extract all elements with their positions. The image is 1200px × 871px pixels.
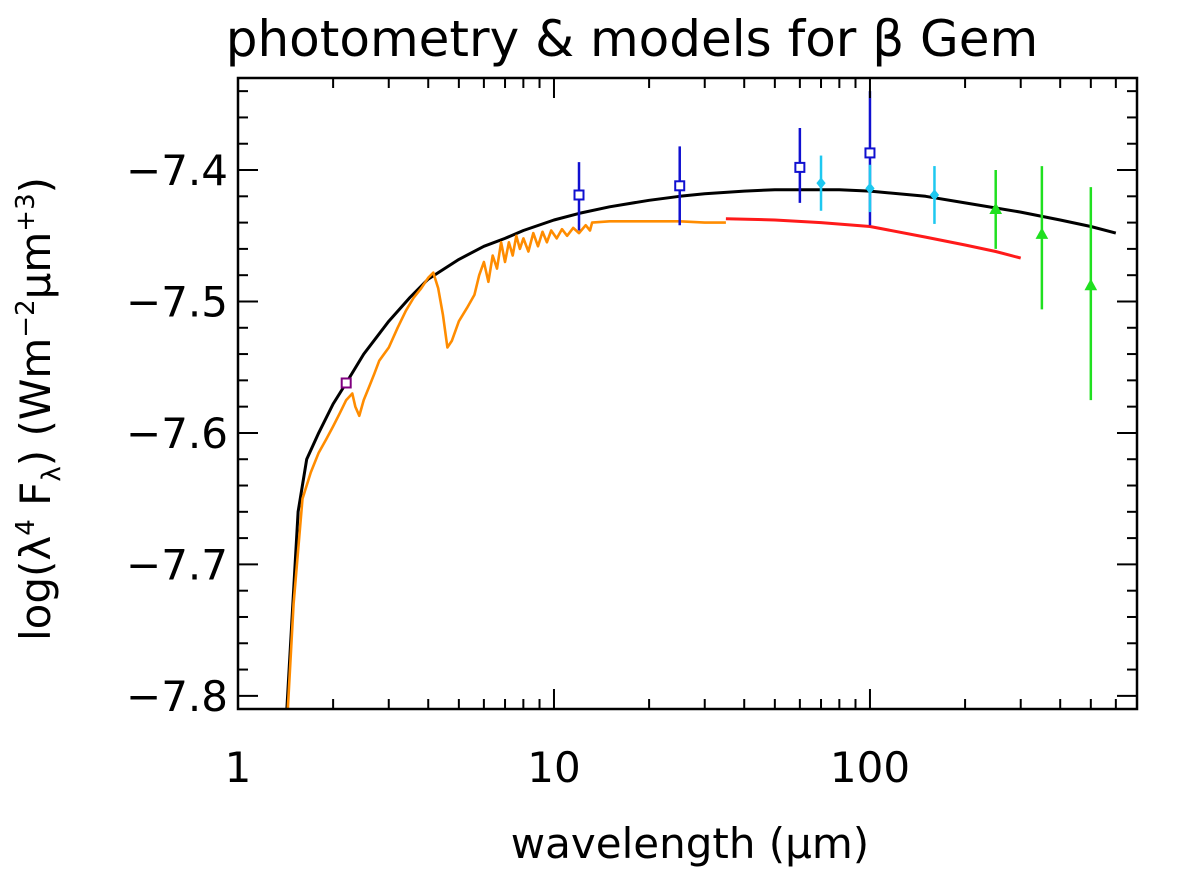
y-axis-ticks: −7.4 −7.5 −7.6 −7.7 −7.8 [126,90,1137,721]
data-point-photometry_blue [794,161,806,173]
y-axis-label-part: ) (Wm [11,338,60,467]
series-line-spectrum [286,220,726,709]
data-point-photometry_blue [864,147,876,159]
series-line-model_total [285,188,1117,709]
y-axis-label-part: +3 [11,193,41,231]
y-axis-label-part: ) [11,177,60,193]
x-axis-label: wavelength (μm) [511,819,869,868]
y-axis-label-part: 4 [11,519,41,536]
y-axis-label-part: λ [37,466,67,481]
data-point-photometry_green [989,202,1003,214]
series-line-model_star [725,217,1022,260]
x-tick-label: 10 [527,743,580,792]
y-tick-label: −7.4 [126,146,228,195]
x-axis-ticks: 1 10 100 [225,78,1138,792]
data-point-photometry_blue [674,180,686,192]
data-point-photometry_k [340,377,352,389]
y-tick-label: −7.8 [126,672,228,721]
data-point-photometry_cyan [929,189,940,201]
y-axis-label-part: μm [11,232,60,300]
data-point-photometry_cyan [865,182,875,195]
x-tick-label: 1 [225,743,252,792]
data-point-photometry_green [1035,227,1049,239]
y-tick-label: −7.7 [126,540,228,589]
plot-frame [236,76,1139,711]
y-axis-label-part: F [11,482,60,520]
data-point-photometry_cyan [816,177,826,189]
axes-frame [236,76,1139,711]
plot-area [285,91,1117,709]
y-tick-label: −7.5 [126,277,228,326]
y-axis-label-part: −2 [11,299,41,337]
data-point-photometry_green [1084,278,1098,291]
x-tick-label: 100 [830,743,910,792]
y-axis-label: log(λ4 Fλ) (Wm−2μm+3) [11,177,67,641]
y-tick-label: −7.6 [126,409,228,458]
data-point-photometry_blue [573,189,585,201]
chart-title: photometry & models for β Gem [226,10,1039,68]
y-axis-label-part: log(λ [11,536,60,641]
